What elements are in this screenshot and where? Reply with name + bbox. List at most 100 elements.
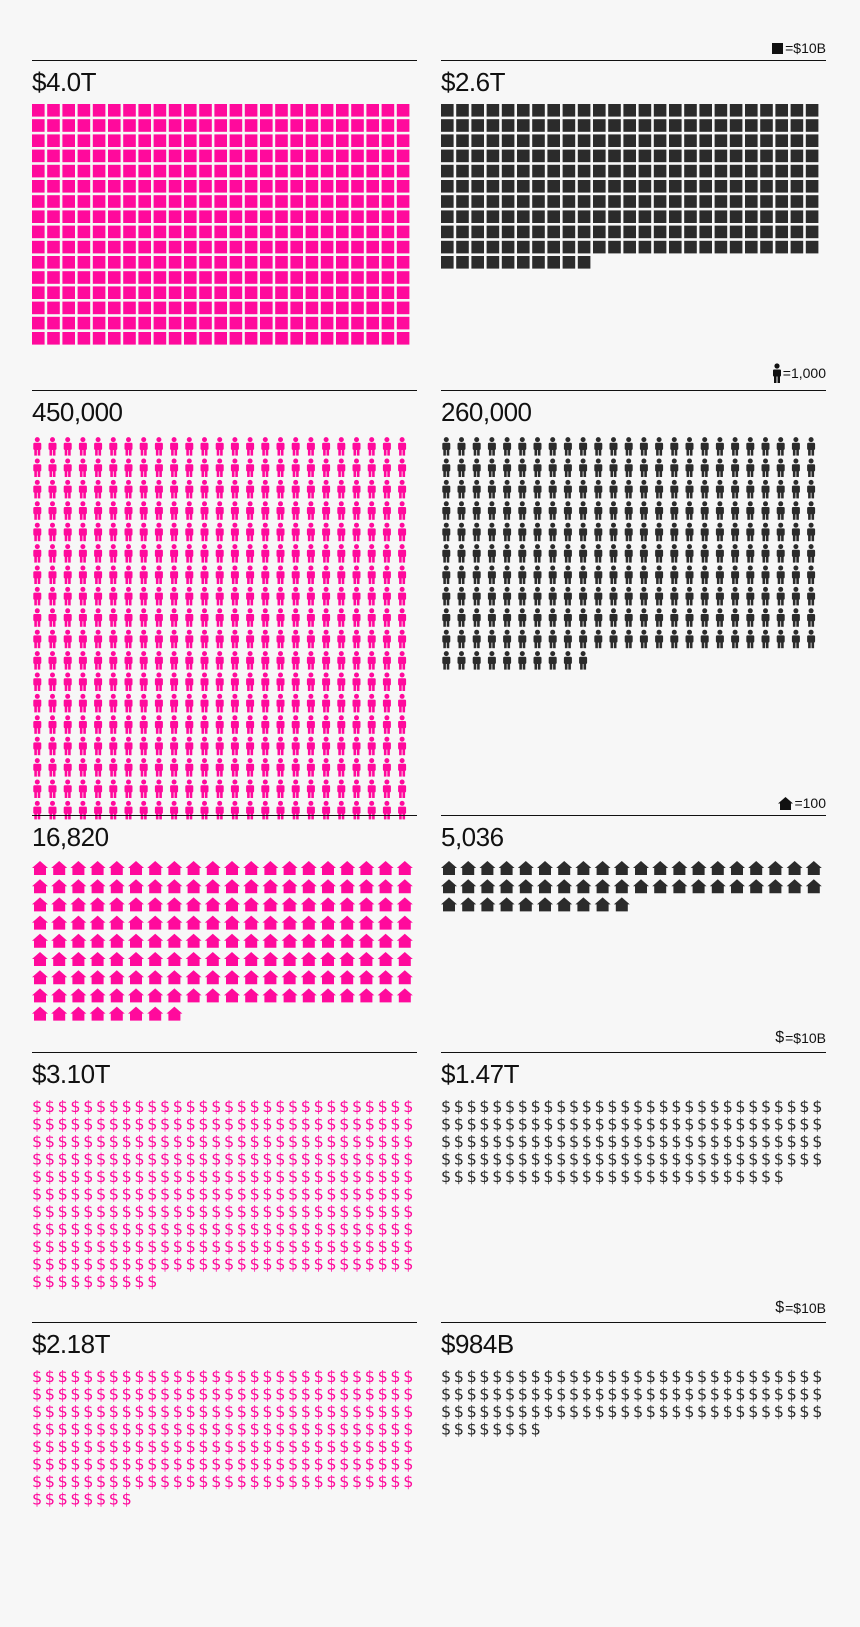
person-unit-mark (594, 565, 603, 584)
person-unit-mark (33, 522, 42, 542)
dollar-unit-mark: $ (671, 1115, 681, 1134)
house-unit-mark (185, 897, 202, 912)
dollar-unit-mark: $ (83, 1097, 93, 1116)
person-unit-mark (246, 693, 255, 713)
person-unit-mark (322, 758, 331, 777)
dollar-unit-mark: $ (58, 1202, 68, 1221)
person-unit-mark (154, 629, 163, 649)
square-unit-mark (199, 271, 212, 284)
square-unit-mark (790, 119, 804, 132)
person-unit-mark (322, 800, 331, 820)
dollar-unit-mark: $ (684, 1367, 694, 1386)
dollar-unit-mark: $ (365, 1132, 375, 1151)
dollar-unit-mark: $ (326, 1185, 336, 1204)
dollar-unit-mark: $ (479, 1420, 489, 1439)
square-unit-mark (77, 104, 91, 117)
square-unit-mark (62, 316, 75, 330)
dollar-unit-mark: $ (454, 1367, 464, 1386)
dollar-unit-mark: $ (109, 1255, 119, 1274)
dollar-unit-mark: $ (607, 1115, 617, 1134)
house-unit-mark (460, 861, 477, 875)
house-unit-mark (671, 861, 688, 875)
square-unit-mark (396, 149, 410, 163)
house-unit-mark (204, 970, 221, 985)
square-unit-mark (123, 301, 136, 315)
house-unit-mark (537, 897, 553, 912)
person-unit-mark (261, 437, 270, 456)
dollar-unit-mark: $ (799, 1402, 809, 1421)
square-unit-mark (214, 134, 227, 147)
square-unit-mark (577, 104, 591, 117)
square-unit-mark (275, 180, 288, 193)
square-unit-mark (77, 149, 91, 163)
person-unit-mark (761, 586, 770, 606)
square-unit-mark (305, 134, 319, 147)
square-unit-mark (593, 210, 606, 223)
house-unit-mark (479, 861, 496, 875)
person-unit-mark (322, 629, 331, 649)
divider (32, 60, 417, 61)
house-unit-mark (358, 933, 375, 948)
square-unit-mark (775, 119, 788, 132)
person-unit-mark (185, 458, 194, 477)
person-unit-mark (382, 736, 391, 756)
square-unit-mark (62, 149, 75, 163)
square-unit-mark (123, 195, 136, 208)
person-unit-mark (215, 501, 224, 520)
dollar-unit-mark: $ (314, 1167, 324, 1186)
square-unit-mark (153, 195, 167, 208)
square-unit-mark (305, 301, 319, 315)
dollar-unit-mark: $ (224, 1472, 234, 1491)
dollar-unit-mark: $ (147, 1220, 157, 1239)
person-unit-mark (170, 608, 179, 627)
house-unit-mark (377, 988, 394, 1003)
square-unit-mark (168, 240, 182, 254)
person-unit-mark (472, 479, 481, 499)
person-unit-mark (306, 458, 315, 477)
square-unit-mark (745, 195, 758, 208)
square-unit-mark (108, 104, 121, 117)
person-unit-mark (487, 565, 496, 584)
person-unit-mark (761, 437, 770, 456)
square-unit-mark (441, 104, 454, 117)
square-unit-mark (471, 195, 484, 208)
dollar-unit-mark: $ (45, 1385, 55, 1404)
house-unit-mark (224, 952, 240, 966)
dollar-unit-mark: $ (403, 1150, 413, 1169)
dollar-unit-mark: $ (262, 1150, 272, 1169)
dollar-unit-mark: $ (378, 1367, 388, 1386)
house-unit-mark (709, 879, 726, 894)
dollar-unit-mark: $ (160, 1220, 170, 1239)
person-unit-mark (337, 437, 346, 456)
dollar-unit-mark: $ (352, 1472, 362, 1491)
person-unit-mark (382, 800, 391, 820)
person-unit-mark (398, 693, 407, 713)
person-unit-mark (367, 629, 376, 649)
house-unit-mark (671, 879, 688, 894)
square-unit-mark (244, 104, 258, 117)
dollar-unit-mark: $ (799, 1367, 809, 1386)
person-unit-mark (276, 629, 285, 649)
square-unit-mark (638, 104, 652, 117)
square-unit-mark (320, 119, 334, 132)
dollar-unit-mark: $ (518, 1420, 528, 1439)
dollar-unit-mark: $ (352, 1367, 362, 1386)
dollar-unit-mark: $ (646, 1167, 656, 1186)
house-unit-mark (320, 861, 336, 875)
person-unit-mark (276, 458, 285, 477)
person-unit-mark (337, 586, 346, 606)
square-unit-mark (699, 180, 712, 193)
square-unit-mark (562, 104, 576, 117)
square-unit-mark (456, 225, 469, 239)
square-unit-mark (517, 119, 530, 132)
dollar-unit-mark: $ (403, 1455, 413, 1474)
square-unit-mark (168, 225, 182, 239)
dollar-unit-mark: $ (250, 1237, 260, 1256)
square-unit-mark (608, 149, 621, 163)
person-unit-mark (33, 586, 42, 606)
dollar-unit-mark: $ (198, 1437, 208, 1456)
dollar-unit-mark: $ (186, 1132, 196, 1151)
dollar-unit-mark: $ (352, 1420, 362, 1439)
square-unit-mark (260, 180, 273, 193)
square-unit-mark (351, 104, 364, 117)
